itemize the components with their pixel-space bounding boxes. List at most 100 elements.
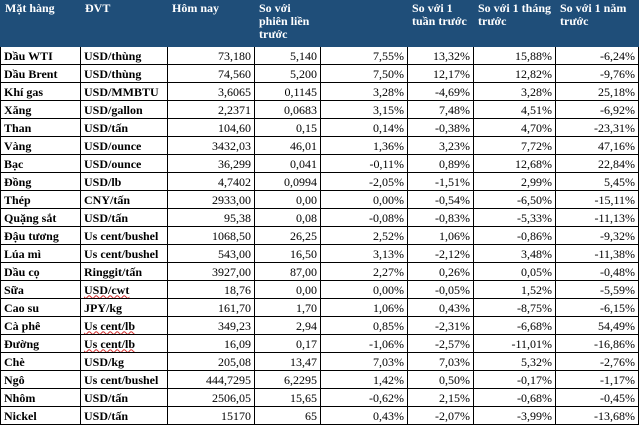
table-row: Chè USD/kg 205,08 13,47 7,03% 7,03% 5,32% -2,76… — [0, 352, 639, 371]
unit: Us cent/bushel — [80, 226, 168, 245]
spellcheck-marked-unit: Us cent/lb — [84, 336, 135, 351]
price-today: 1068,50 — [167, 226, 255, 245]
change-vs-1-year: -15,11% — [555, 190, 639, 209]
change-vs-1-month: 3,28% — [473, 82, 556, 101]
change-vs-previous: 0,15 — [254, 118, 321, 137]
change-vs-1-month: 12,68% — [473, 154, 556, 173]
commodity-name: Nhôm — [0, 388, 81, 407]
change-vs-previous-percent: 2,52% — [320, 226, 408, 245]
unit: Us cent/bushel — [80, 370, 168, 389]
change-vs-previous-percent: 1,36% — [320, 136, 408, 155]
change-vs-previous: 0,1145 — [254, 82, 321, 101]
header-vs-1-year: So với 1 năm trước — [555, 0, 639, 47]
change-vs-1-week: 12,17% — [407, 64, 474, 83]
change-vs-1-year: 5,45% — [555, 172, 639, 191]
change-vs-previous-percent: 3,15% — [320, 100, 408, 119]
change-vs-previous: 0,00 — [254, 280, 321, 299]
change-vs-1-year: -11,38% — [555, 244, 639, 263]
header-unit: ĐVT — [80, 0, 168, 47]
change-vs-previous-percent: 1,42% — [320, 370, 408, 389]
change-vs-1-week: -4,69% — [407, 82, 474, 101]
change-vs-previous: 2,94 — [254, 316, 321, 335]
table-row: Xăng USD/gallon 2,2371 0,0683 3,15% 7,48% 4,51… — [0, 100, 639, 119]
commodity-name: Thép — [0, 190, 81, 209]
change-vs-1-month: 4,70% — [473, 118, 556, 137]
change-vs-1-year: 54,49% — [555, 316, 639, 335]
change-vs-1-year: -6,15% — [555, 298, 639, 317]
price-today: 2,2371 — [167, 100, 255, 119]
change-vs-1-week: 13,32% — [407, 46, 474, 65]
price-today: 3927,00 — [167, 262, 255, 281]
change-vs-1-month: -6,50% — [473, 190, 556, 209]
table-row: Đường Us cent/lb 16,09 0,17 -1,06% -2,57% -11,… — [0, 334, 639, 353]
price-today: 3432,03 — [167, 136, 255, 155]
header-row: Mặt hàng ĐVT Hôm nay So với phiên liền t… — [0, 0, 639, 47]
unit: USD/kg — [80, 352, 168, 371]
unit: USD/gallon — [80, 100, 168, 119]
change-vs-1-year: -11,13% — [555, 208, 639, 227]
commodity-name: Dầu Brent — [0, 64, 81, 83]
table-row: Than USD/tấn 104,60 0,15 0,14% -0,38% 4,70% -23… — [0, 118, 639, 137]
change-vs-previous-percent: -0,62% — [320, 388, 408, 407]
table-row: Vàng USD/ounce 3432,03 46,01 1,36% 3,23% 7,72%… — [0, 136, 639, 155]
change-vs-1-year: -9,32% — [555, 226, 639, 245]
table-row: Dầu cọ Ringgit/tấn 3927,00 87,00 2,27% 0,26% 0… — [0, 262, 639, 281]
table-row: Cao su JPY/kg 161,70 1,70 1,06% 0,43% -8,75% -6… — [0, 298, 639, 317]
change-vs-1-year: -0,45% — [555, 388, 639, 407]
change-vs-1-year: -13,68% — [555, 406, 639, 425]
change-vs-1-week: 0,50% — [407, 370, 474, 389]
table-row: Bạc USD/ounce 36,299 0,041 -0,11% 0,89% 12,68%… — [0, 154, 639, 173]
table-row: Quặng sắt USD/tấn 95,38 0,08 -0,08% -0,83% -5,… — [0, 208, 639, 227]
price-today: 73,180 — [167, 46, 255, 65]
unit: USD/MMBTU — [80, 82, 168, 101]
change-vs-previous-percent: -1,06% — [320, 334, 408, 353]
change-vs-1-week: -0,05% — [407, 280, 474, 299]
price-today: 4,7402 — [167, 172, 255, 191]
change-vs-1-year: 47,16% — [555, 136, 639, 155]
change-vs-1-year: -23,31% — [555, 118, 639, 137]
change-vs-previous: 13,47 — [254, 352, 321, 371]
change-vs-previous: 0,17 — [254, 334, 321, 353]
commodity-name: Cao su — [0, 298, 81, 317]
table-row: Dầu Brent USD/thùng 74,560 5,200 7,50% 12,17%… — [0, 64, 639, 83]
commodity-name: Vàng — [0, 136, 81, 155]
change-vs-previous-percent: -0,08% — [320, 208, 408, 227]
change-vs-1-year: -1,17% — [555, 370, 639, 389]
header-vs-1-month: So với 1 tháng trước — [473, 0, 556, 47]
change-vs-1-week: 7,03% — [407, 352, 474, 371]
change-vs-previous: 5,200 — [254, 64, 321, 83]
unit: USD/ounce — [80, 154, 168, 173]
change-vs-1-week: 0,89% — [407, 154, 474, 173]
unit: USD/tấn — [80, 388, 168, 407]
commodity-name: Đậu tương — [0, 226, 81, 245]
change-vs-1-week: -2,31% — [407, 316, 474, 335]
change-vs-1-week: -2,12% — [407, 244, 474, 263]
change-vs-previous-percent: 0,43% — [320, 406, 408, 425]
change-vs-previous-percent: 7,03% — [320, 352, 408, 371]
change-vs-previous: 0,041 — [254, 154, 321, 173]
commodity-name: Đồng — [0, 172, 81, 191]
change-vs-1-week: 0,43% — [407, 298, 474, 317]
change-vs-1-week: 7,48% — [407, 100, 474, 119]
change-vs-previous: 46,01 — [254, 136, 321, 155]
change-vs-1-month: 5,32% — [473, 352, 556, 371]
commodity-name: Sữa — [0, 280, 81, 299]
change-vs-1-month: -0,86% — [473, 226, 556, 245]
spellcheck-marked-unit: Us cent/lb — [84, 318, 135, 333]
change-vs-1-year: -6,24% — [555, 46, 639, 65]
header-commodity: Mặt hàng — [0, 0, 81, 47]
table-row: Nhôm USD/tấn 2506,05 15,65 -0,62% 2,15% -0,68%… — [0, 388, 639, 407]
unit: USD/tấn — [80, 208, 168, 227]
commodity-name: Quặng sắt — [0, 208, 81, 227]
change-vs-1-month: -6,68% — [473, 316, 556, 335]
price-today: 349,23 — [167, 316, 255, 335]
change-vs-1-year: -6,92% — [555, 100, 639, 119]
change-vs-previous-percent: -0,11% — [320, 154, 408, 173]
unit: USD/ounce — [80, 136, 168, 155]
commodity-name: Lúa mì — [0, 244, 81, 263]
unit: Us cent/bushel — [80, 244, 168, 263]
change-vs-previous-percent: 0,00% — [320, 280, 408, 299]
header-vs-previous-session: So với phiên liền trước — [254, 0, 321, 47]
price-today: 161,70 — [167, 298, 255, 317]
